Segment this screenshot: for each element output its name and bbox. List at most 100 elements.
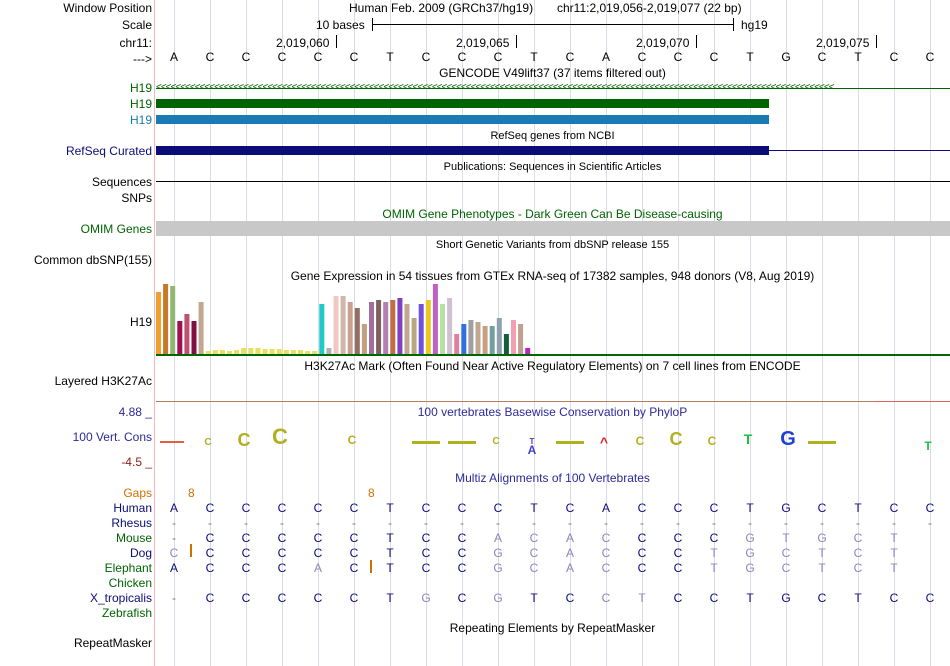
gtex-bar[interactable] <box>163 284 169 354</box>
gencode-exon-bar-1[interactable] <box>156 99 769 108</box>
gtex-bar[interactable] <box>475 322 481 354</box>
gtex-bar[interactable] <box>482 326 488 354</box>
alignment-base: C <box>889 591 899 605</box>
phylop-label[interactable]: 100 Vert. Cons <box>72 430 152 444</box>
refseq-track-title: RefSeq genes from NCBI <box>490 130 615 142</box>
gaps-label[interactable]: Gaps <box>123 486 152 500</box>
gtex-bar[interactable] <box>432 284 438 354</box>
gtex-bar-chart[interactable] <box>156 284 950 356</box>
phylop-logo[interactable]: C C C C C T A ^ C C C T G T <box>156 420 950 462</box>
h3k27ac-label[interactable]: Layered H3K27Ac <box>54 374 152 388</box>
gencode-intron-line[interactable] <box>156 88 950 89</box>
gencode-label-2[interactable]: H19 <box>129 97 152 111</box>
gtex-bar[interactable] <box>525 348 531 354</box>
gtex-bar[interactable] <box>447 298 453 354</box>
gtex-bar[interactable] <box>219 350 225 354</box>
gtex-bar[interactable] <box>326 348 332 354</box>
gtex-bar[interactable] <box>319 304 325 354</box>
gtex-bar[interactable] <box>468 320 474 354</box>
gtex-bar[interactable] <box>234 350 240 354</box>
gtex-bar[interactable] <box>340 296 346 354</box>
gtex-bar[interactable] <box>383 302 389 354</box>
alignment-base: T <box>638 591 646 605</box>
repeatmasker-label[interactable]: RepeatMasker <box>73 636 152 650</box>
gencode-label-1[interactable]: H19 <box>129 81 152 95</box>
gtex-bar[interactable] <box>248 348 254 354</box>
gtex-bar[interactable] <box>184 314 190 354</box>
gtex-bar[interactable] <box>518 324 524 354</box>
gencode-label-3[interactable]: H19 <box>129 113 152 127</box>
gtex-bar[interactable] <box>390 300 396 354</box>
omim-label[interactable]: OMIM Genes <box>80 222 152 236</box>
dbsnp-label[interactable]: Common dbSNP(155) <box>33 253 152 267</box>
gtex-bar[interactable] <box>312 351 318 354</box>
species-label[interactable]: Dog <box>129 546 152 560</box>
species-label[interactable]: Human <box>113 501 152 515</box>
gtex-bar[interactable] <box>241 348 247 354</box>
gtex-bar[interactable] <box>191 321 197 354</box>
gtex-bar[interactable] <box>156 292 161 354</box>
gtex-bar[interactable] <box>418 304 424 354</box>
gtex-bar[interactable] <box>269 349 275 354</box>
gtex-bar[interactable] <box>212 350 218 354</box>
gtex-bar[interactable] <box>255 348 261 354</box>
gtex-bar[interactable] <box>205 351 211 354</box>
publications-line[interactable] <box>156 181 950 182</box>
species-label[interactable]: X_tropicalis <box>89 591 152 605</box>
gtex-bar[interactable] <box>283 350 289 354</box>
gtex-bar[interactable] <box>461 324 467 354</box>
gtex-bar[interactable] <box>227 351 232 354</box>
species-label[interactable]: Chicken <box>108 576 152 590</box>
gtex-label[interactable]: H19 <box>129 315 152 329</box>
base-letter: A <box>601 50 610 64</box>
species-label[interactable]: Zebrafish <box>101 606 152 620</box>
publications-label[interactable]: Sequences <box>91 175 152 189</box>
gtex-bar[interactable] <box>333 296 339 354</box>
gtex-bar[interactable] <box>290 350 296 354</box>
alignment-base: - <box>604 516 608 530</box>
alignment-base: C <box>601 546 611 560</box>
gtex-bar[interactable] <box>489 326 495 354</box>
gtex-bar[interactable] <box>454 334 460 354</box>
refseq-exon-bar[interactable] <box>156 146 769 155</box>
gtex-bar[interactable] <box>411 318 417 354</box>
species-label[interactable]: Mouse <box>115 531 152 545</box>
phylop-letter: T <box>530 437 535 446</box>
gtex-bar[interactable] <box>511 320 516 354</box>
gtex-bar[interactable] <box>305 351 311 354</box>
gtex-bar[interactable] <box>369 302 374 354</box>
gtex-bar[interactable] <box>376 300 382 354</box>
alignment-base: C <box>205 591 215 605</box>
gtex-bar[interactable] <box>177 321 183 354</box>
gtex-bar[interactable] <box>354 308 360 354</box>
alignment-base: T <box>386 501 394 515</box>
gtex-bar[interactable] <box>404 304 410 354</box>
gtex-bar[interactable] <box>262 349 268 354</box>
gencode-exon-bar-2[interactable] <box>156 115 769 124</box>
gtex-bar[interactable] <box>298 350 303 354</box>
gtex-bar[interactable] <box>361 324 367 354</box>
species-label[interactable]: Rhesus <box>111 516 152 530</box>
refseq-label[interactable]: RefSeq Curated <box>65 144 152 158</box>
grid-line <box>534 0 535 666</box>
grid-line <box>930 0 931 666</box>
base-letter: T <box>386 50 394 64</box>
gtex-bar[interactable] <box>503 334 509 354</box>
alignment-base: T <box>386 531 394 545</box>
gtex-bar[interactable] <box>198 302 204 354</box>
gtex-bar[interactable] <box>440 304 445 354</box>
gtex-bar[interactable] <box>425 300 431 354</box>
snps-label[interactable]: SNPs <box>121 191 152 205</box>
gtex-bar[interactable] <box>496 318 502 354</box>
gtex-bar[interactable] <box>397 298 403 354</box>
repeatmasker-track-title: Repeating Elements by RepeatMasker <box>449 621 656 635</box>
species-label[interactable]: Elephant <box>104 561 152 575</box>
alignment-base: T <box>890 546 898 560</box>
omim-bar[interactable] <box>156 221 950 236</box>
gtex-bar[interactable] <box>276 349 282 354</box>
refseq-intron-line[interactable] <box>769 150 950 151</box>
gtex-bar[interactable] <box>347 302 353 354</box>
omim-track-title: OMIM Gene Phenotypes - Dark Green Can Be… <box>382 207 723 221</box>
gtex-bar[interactable] <box>170 286 176 354</box>
